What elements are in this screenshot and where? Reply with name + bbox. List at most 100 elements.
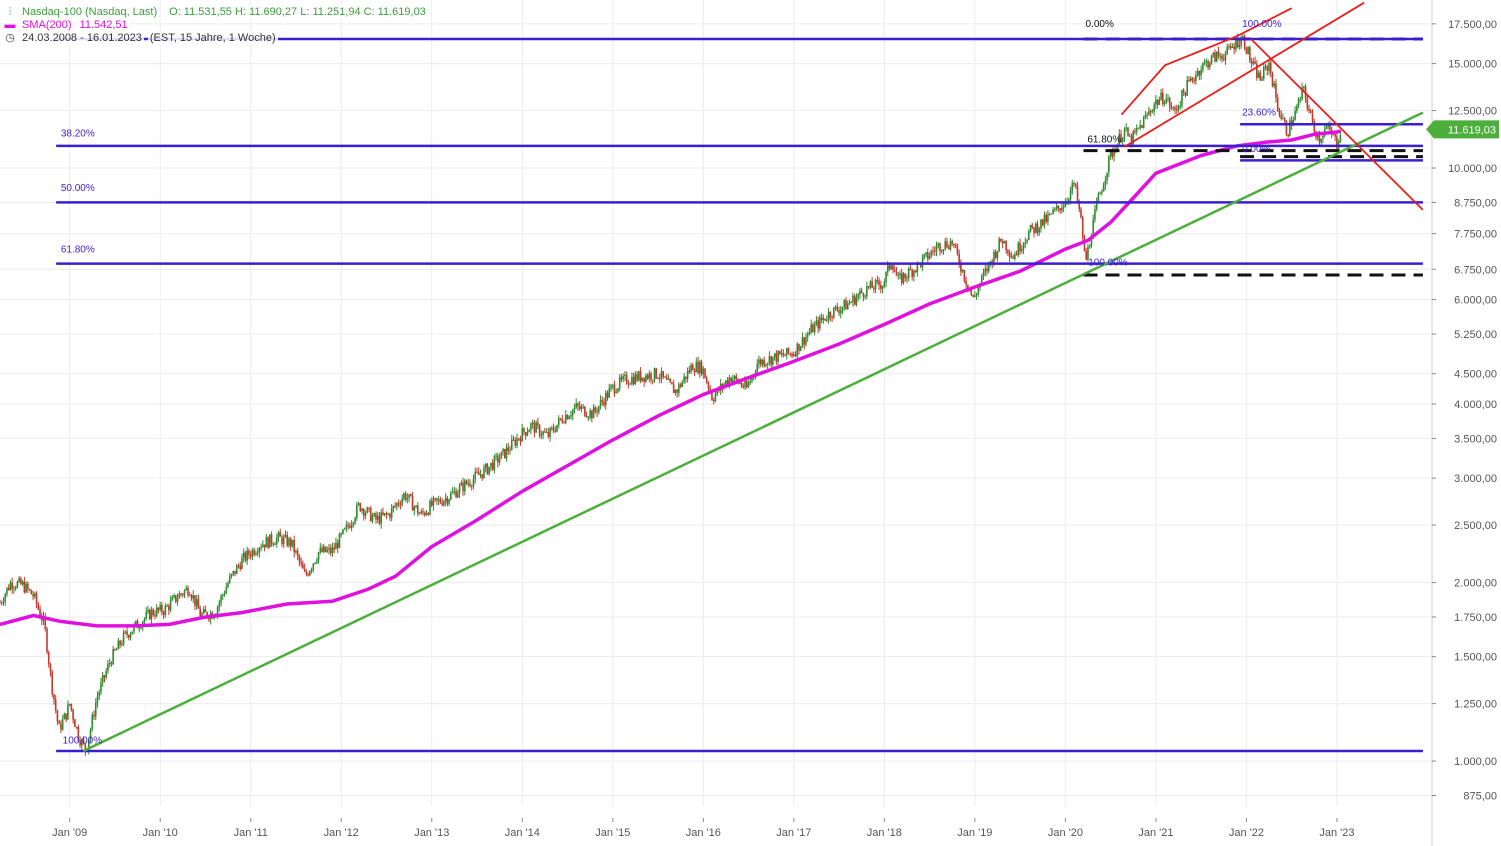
price-candle-body xyxy=(192,595,195,599)
price-candle-body xyxy=(799,346,802,351)
price-candle-body xyxy=(279,532,282,537)
price-candle-body xyxy=(592,407,595,419)
price-candle-body xyxy=(427,513,430,515)
price-candle-body xyxy=(359,503,362,512)
price-candle-body xyxy=(1245,47,1248,54)
price-candle-body xyxy=(305,571,308,575)
price-candle-body xyxy=(194,595,196,606)
price-candle-body xyxy=(705,378,708,383)
price-candle-body xyxy=(129,634,132,638)
price-candle-body xyxy=(697,361,699,374)
price-candle-body xyxy=(1266,66,1269,71)
price-candle-body xyxy=(940,250,943,252)
price-candle-body xyxy=(585,416,588,418)
price-candle-body xyxy=(984,268,987,273)
price-candle-body xyxy=(255,553,257,555)
legend-row-symbol[interactable]: ⫶ Nasdaq-100 (Nasdaq, Last) O: 11.531,55… xyxy=(4,6,428,19)
price-candle-body xyxy=(1205,61,1208,63)
legend-row-range[interactable]: ◷ 24.03.2008 - 16.01.2023 (EST, 15 Jahre… xyxy=(4,32,428,45)
price-candle-body xyxy=(249,555,252,557)
price-candle-body xyxy=(657,378,659,380)
price-candle-body xyxy=(312,563,315,569)
price-candle-body xyxy=(335,542,337,550)
price-candle-body xyxy=(653,368,656,380)
price-candle-body xyxy=(1064,202,1067,208)
price-candle-body xyxy=(336,542,339,548)
x-tick-label: Jan '10 xyxy=(143,827,178,839)
price-candle-body xyxy=(892,265,894,271)
price-candle-body xyxy=(1327,125,1329,127)
price-candle-body xyxy=(759,359,762,365)
price-candle-body xyxy=(714,394,717,402)
price-candle-body xyxy=(1085,251,1088,260)
price-candle-body xyxy=(690,364,692,373)
price-candle-body xyxy=(1081,217,1084,238)
price-candle-body xyxy=(707,382,710,390)
clock-icon: ◷ xyxy=(5,32,15,44)
price-candle-body xyxy=(357,503,360,505)
price-candle-body xyxy=(521,428,524,442)
price-candle-body xyxy=(223,593,226,595)
price-candle-body xyxy=(183,590,186,595)
price-candle-body xyxy=(1289,120,1291,136)
price-candle-body xyxy=(444,497,447,501)
price-candle-body xyxy=(730,377,732,382)
price-candle-body xyxy=(1301,87,1303,100)
price-candle-body xyxy=(401,498,403,505)
price-candle-body xyxy=(935,246,938,252)
price-candle-body xyxy=(923,254,926,258)
price-candle-body xyxy=(443,500,445,506)
price-candle-body xyxy=(145,611,148,619)
price-candle-body xyxy=(216,606,219,615)
legend-row-sma[interactable]: ▬ SMA(200) 11.542,51 xyxy=(4,19,428,32)
price-candle-body xyxy=(237,565,240,567)
price-candle-body xyxy=(159,604,161,610)
price-candle-body xyxy=(1048,213,1051,215)
price-candle-body xyxy=(411,495,414,511)
price-candle-body xyxy=(89,729,92,740)
price-candle-body xyxy=(1188,80,1190,82)
price-candle-body xyxy=(303,568,306,572)
price-candle-body xyxy=(974,295,976,297)
price-candle-body xyxy=(350,524,353,528)
price-candle-body xyxy=(568,416,571,420)
price-candle-body xyxy=(1038,228,1041,233)
price-candle-body xyxy=(500,451,503,459)
price-candle-body xyxy=(1191,78,1194,81)
price-candle-body xyxy=(101,675,104,683)
price-candle-body xyxy=(504,449,506,459)
price-candle-body xyxy=(134,620,137,625)
y-tick-label: 1.750,00 xyxy=(1454,612,1497,624)
price-candle-body xyxy=(1014,254,1016,259)
x-tick-label: Jan '13 xyxy=(414,827,449,839)
price-candle-body xyxy=(570,415,572,417)
price-candle-body xyxy=(1287,134,1289,136)
price-candle-body xyxy=(505,447,508,459)
price-candle-body xyxy=(1175,109,1178,111)
price-candle-body xyxy=(82,739,85,744)
price-candle-body xyxy=(260,547,262,549)
price-candle-body xyxy=(1101,191,1103,193)
price-candle-body xyxy=(199,608,201,617)
price-candle-body xyxy=(822,318,825,320)
price-candle-body xyxy=(733,375,736,380)
price-candle-body xyxy=(1334,134,1336,137)
price-candle-body xyxy=(542,431,544,436)
price-candle-body xyxy=(119,640,121,645)
price-candle-body xyxy=(481,474,483,478)
y-tick-label: 10.000,00 xyxy=(1448,163,1497,175)
price-candle-body xyxy=(1282,118,1284,120)
price-candle-body xyxy=(523,428,525,433)
price-candle-body xyxy=(133,624,135,632)
price-candle-body xyxy=(540,435,543,437)
price-candle-body xyxy=(396,503,398,507)
price-candle-body xyxy=(907,268,910,279)
price-candle-body xyxy=(345,524,348,529)
price-candle-body xyxy=(364,512,367,516)
price-candle-body xyxy=(157,607,160,610)
price-candle-body xyxy=(1303,86,1305,88)
price-candle-body xyxy=(744,380,746,388)
price-candle-body xyxy=(394,506,396,508)
price-candle-body xyxy=(1235,38,1237,50)
